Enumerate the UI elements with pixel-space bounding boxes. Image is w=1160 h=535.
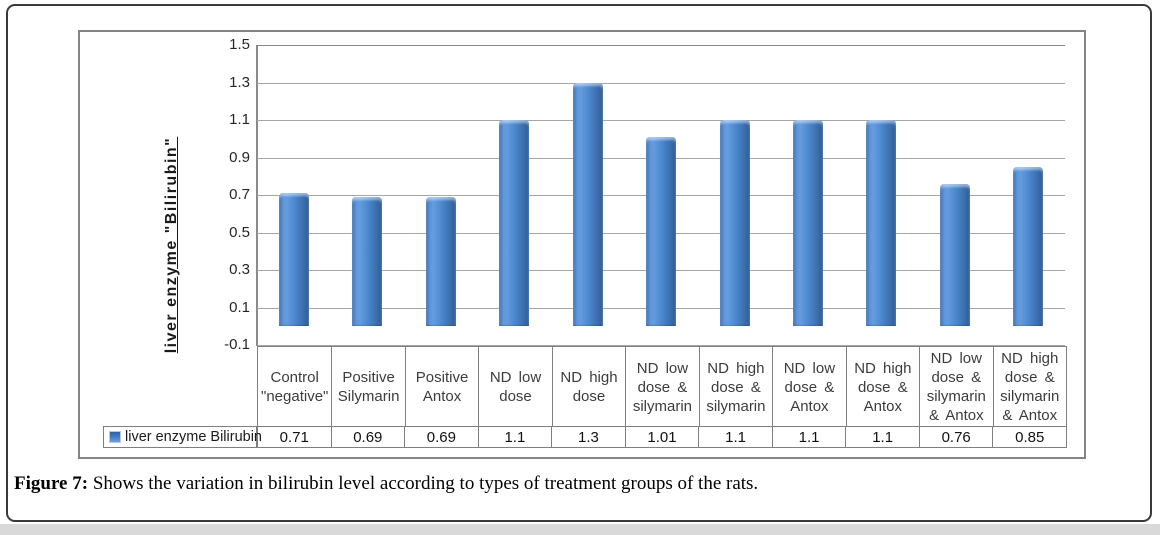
bar-11 [1013, 166, 1044, 327]
category-label: ND low dose & Antox [773, 347, 847, 428]
bar-1 [278, 193, 309, 327]
value-cell: 1.1 [699, 427, 773, 448]
category-label: ND low dose [479, 347, 553, 428]
value-cell: 0.76 [919, 427, 994, 448]
legend-label: liver enzyme Bilirubin [125, 429, 262, 445]
bar-2 [352, 196, 383, 327]
category-label: Control "negative" [258, 347, 333, 428]
y-tick-label: 1.1 [229, 111, 250, 128]
bar-9 [866, 120, 897, 327]
y-tick-label: -0.1 [224, 336, 250, 353]
bar-5 [572, 82, 603, 327]
bar-4 [499, 120, 530, 327]
category-label: ND low dose & silymarin [626, 347, 700, 428]
legend-color-swatch-icon [109, 431, 121, 443]
bar-7 [719, 120, 750, 327]
category-label: Positive Antox [405, 347, 480, 428]
y-tick-label: 0.1 [229, 298, 250, 316]
value-cell: 0.69 [331, 427, 406, 448]
category-label: ND high dose & silymarin & Antox [993, 347, 1067, 428]
value-cell: 0.71 [258, 427, 332, 448]
y-tick-label: 0.7 [229, 186, 250, 203]
y-tick-label: 1.3 [229, 73, 250, 91]
value-cell: 1.1 [846, 427, 920, 448]
gridline [257, 82, 1065, 84]
legend-cell: liver enzyme Bilirubin [103, 426, 262, 448]
caption-figure-number: Figure 7: [14, 473, 89, 494]
category-label: ND high dose & silymarin [699, 347, 774, 428]
value-cell: 1.3 [552, 427, 626, 448]
y-axis-title: liver enzyme "Bilirubin" [163, 136, 180, 354]
y-tick-label: 0.5 [229, 223, 250, 241]
category-label: ND high dose & Antox [846, 347, 921, 428]
value-cell: 0.85 [993, 427, 1067, 448]
category-label: ND low dose & silymarin & Antox [920, 347, 994, 428]
gridline [257, 120, 1065, 121]
value-cell: 0.69 [405, 427, 479, 448]
bar-8 [792, 120, 823, 327]
y-tick-label: 1.5 [229, 36, 250, 53]
figure-caption: Figure 7: Shows the variation in bilirub… [14, 473, 1014, 495]
value-cell: 1.01 [625, 427, 700, 448]
value-cell: 1.1 [478, 427, 553, 448]
gridline [257, 345, 1065, 346]
y-tick-label: 0.9 [229, 148, 250, 166]
value-cell: 1.1 [772, 427, 847, 448]
gridline [257, 45, 1065, 46]
bottom-strip [0, 524, 1160, 535]
bar-10 [939, 183, 970, 327]
caption-text: Shows the variation in bilirubin level a… [88, 473, 759, 494]
category-header-row: Control "negative" Positive Silymarin Posi… [257, 346, 1067, 428]
category-label: ND high dose [552, 347, 627, 428]
bar-6 [646, 136, 676, 327]
bar-3 [425, 196, 456, 327]
value-row: 0.71 0.69 0.69 1.1 1.3 1.01 1.1 1.1 1.1 0.76 0.85 [257, 426, 1067, 448]
plot-area [256, 45, 1065, 346]
category-label: Positive Silymarin [332, 347, 406, 428]
y-tick-label: 0.3 [229, 261, 250, 278]
